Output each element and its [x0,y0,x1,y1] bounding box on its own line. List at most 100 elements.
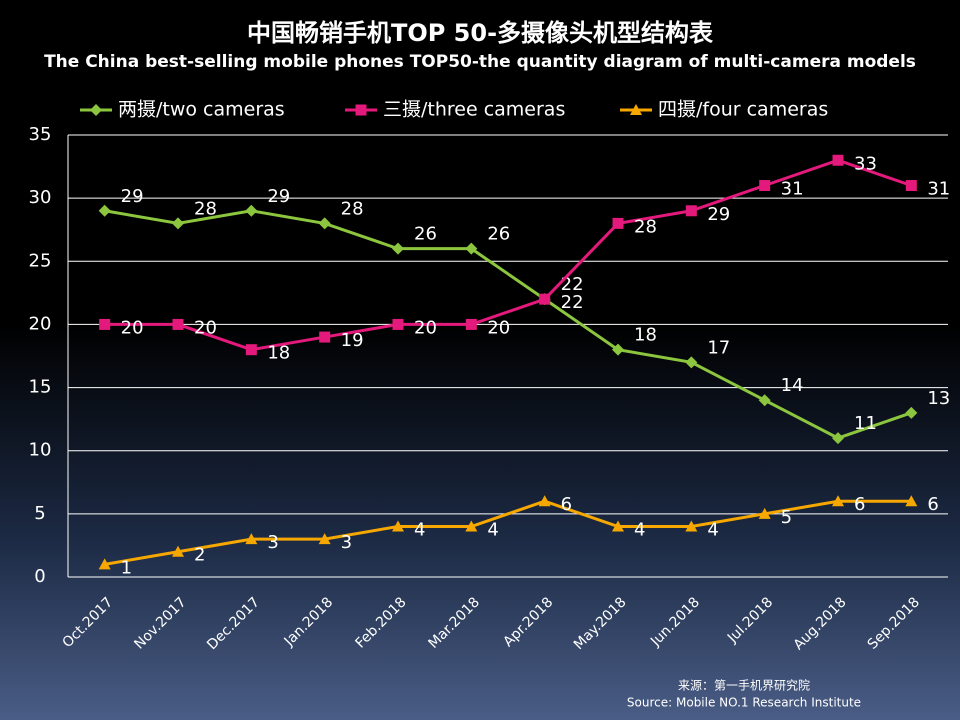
data-point [245,204,258,217]
data-label: 20 [194,317,217,338]
x-tick-label: Jan.2018 [281,594,337,650]
data-label: 17 [707,337,730,358]
series-line [104,158,912,352]
x-tick-label: Aug.2018 [791,594,850,653]
data-point [758,507,771,519]
series-line [104,209,912,440]
data-point [465,318,477,330]
legend-label: 两摄/two cameras [118,99,285,121]
data-label: 14 [781,375,804,396]
data-point [172,217,184,230]
data-point [759,180,771,192]
legend-marker [355,104,367,116]
data-point [245,533,258,545]
data-point [392,318,404,330]
source-en: Source: Mobile NO.1 Research Institute [627,696,861,710]
data-point [172,318,184,330]
data-label: 29 [707,204,730,225]
data-label: 6 [854,494,865,515]
data-label: 3 [267,532,278,553]
legend-label: 四摄/four cameras [658,99,828,121]
x-tick-label: Mar.2018 [426,594,483,651]
data-label: 6 [561,494,572,515]
data-label: 22 [561,274,584,295]
data-label: 11 [854,413,877,434]
data-point [905,180,917,192]
data-label: 26 [487,224,510,245]
data-point [612,520,624,532]
series-line [104,499,912,566]
data-label: 4 [487,519,498,540]
data-label: 6 [927,494,938,515]
data-point [539,293,551,305]
data-point [538,495,551,507]
chart-subtitle: The China best-selling mobile phones TOP… [44,52,916,72]
data-point [685,520,698,532]
data-point [392,242,404,255]
data-point [832,432,844,445]
data-point [245,344,257,356]
y-tick-label: 35 [29,124,52,145]
x-tick-label: Nov.2017 [131,594,189,652]
data-label: 31 [927,179,950,200]
legend-marker [630,104,642,115]
data-label: 18 [267,343,290,364]
y-tick-label: 25 [29,250,52,271]
chart-title: 中国畅销手机TOP 50-多摄像头机型结构表 [247,19,714,47]
data-label: 5 [781,507,792,528]
data-label: 28 [634,216,657,237]
data-point [319,331,331,343]
y-tick-label: 15 [29,377,52,398]
data-label: 13 [927,388,950,409]
legend-marker [90,104,102,116]
y-tick-label: 0 [34,566,45,587]
data-point [758,394,771,407]
data-point [685,356,698,369]
y-tick-label: 20 [29,313,52,334]
x-tick-label: Feb.2018 [352,594,409,651]
data-point [465,520,478,532]
y-tick-label: 10 [29,440,52,461]
data-label: 28 [194,198,217,219]
x-tick-label: Oct.2017 [60,594,117,651]
data-point [685,205,697,217]
data-label: 31 [781,179,804,200]
x-tick-label: Jul.2018 [724,594,776,646]
data-point [392,520,404,532]
data-label: 26 [414,224,437,245]
data-label: 20 [121,317,144,338]
data-point [832,495,844,507]
data-label: 22 [561,292,584,313]
data-point [612,343,624,356]
data-label: 2 [194,545,205,566]
data-point [172,545,184,557]
data-label: 4 [707,519,718,540]
legend-label: 三摄/three cameras [383,99,565,121]
data-point [465,242,478,255]
data-point [99,318,111,330]
data-label: 1 [121,557,132,578]
source-cn: 来源：第一手机界研究院 [678,678,810,693]
data-point [318,217,331,230]
x-tick-label: May.2018 [571,594,630,653]
data-label: 4 [414,519,425,540]
data-point [98,204,111,217]
data-point [612,217,624,229]
data-label: 3 [341,532,352,553]
data-label: 29 [121,186,144,207]
data-label: 33 [854,153,877,174]
x-tick-label: Dec.2017 [204,594,263,653]
data-label: 20 [487,317,510,338]
data-point [905,495,918,507]
data-point [98,558,111,570]
data-label: 4 [634,519,645,540]
data-point [318,533,331,545]
y-tick-label: 30 [29,187,52,208]
data-label: 28 [341,198,364,219]
x-tick-label: Jun.2018 [647,594,703,650]
data-point [832,154,844,166]
data-point [905,406,918,419]
x-tick-label: Sep.2018 [865,594,923,652]
